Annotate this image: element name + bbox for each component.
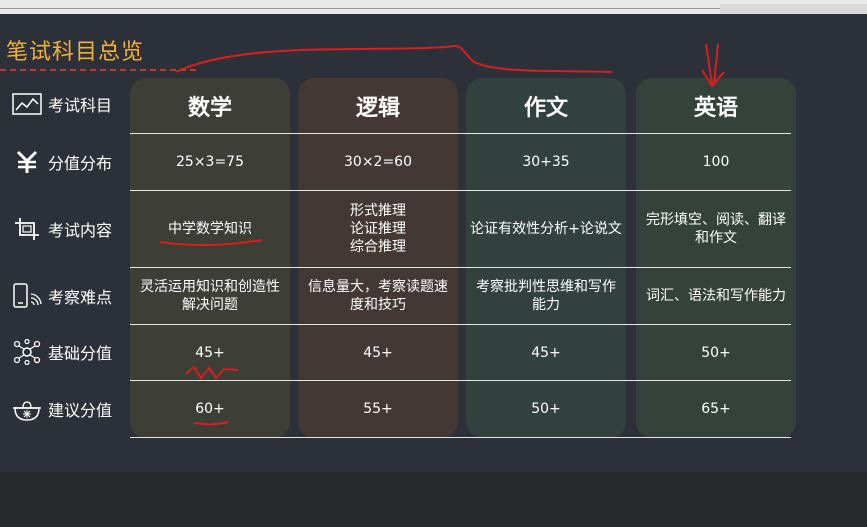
- cell-base-english: 50+: [701, 344, 731, 361]
- top-shadow: [720, 4, 867, 14]
- row-label-difficulty: 考察难点: [12, 282, 112, 310]
- cell-difficulty-math: 灵活运用知识和创造性解决问题: [140, 279, 280, 313]
- row-label-content: 考试内容: [12, 217, 112, 241]
- cell-difficulty-logic: 信息量大，考察读题速度和技巧: [308, 279, 448, 313]
- cell-suggested-english: 65+: [701, 401, 731, 417]
- row-label-score-distribution: 分值分布: [12, 150, 112, 174]
- cell-suggested-math: 60+: [195, 401, 225, 417]
- cell-score-math: 25×3=75: [176, 154, 244, 170]
- column-header-writing: 作文: [523, 96, 568, 121]
- row-label-text: 基础分值: [48, 344, 113, 363]
- cell-content-writing: 论证有效性分析+论说文: [470, 221, 622, 237]
- crop-icon: [15, 218, 39, 240]
- row-divider: [130, 133, 791, 134]
- row-label-text: 考试内容: [48, 221, 113, 240]
- cell-difficulty-writing: 考察批判性思维和写作能力: [476, 279, 616, 313]
- network-icon: [13, 339, 41, 365]
- browser-top-strip: [0, 0, 867, 14]
- chart-frame-icon: [12, 93, 42, 115]
- row-divider: [130, 190, 791, 191]
- row-label-text: 建议分值: [48, 401, 113, 420]
- row-divider: [130, 437, 791, 438]
- row-label-text: 考试科目: [48, 96, 113, 115]
- cell-content-english: 完形填空、阅读、翻译和作文: [646, 212, 786, 246]
- cell-score-writing: 30+35: [522, 154, 570, 170]
- row-label-suggested-score: 建议分值: [12, 396, 112, 422]
- cell-suggested-logic: 55+: [363, 401, 393, 417]
- cell-content-logic: 形式推理 论证推理 综合推理: [350, 203, 406, 255]
- row-label-text: 考察难点: [48, 288, 113, 307]
- cell-base-writing: 45+: [531, 344, 561, 361]
- row-label-base-score: 基础分值: [12, 339, 112, 365]
- cell-difficulty-english: 词汇、语法和写作能力: [646, 288, 786, 304]
- cell-score-english: 100: [702, 154, 730, 170]
- section-title: 笔试科目总览: [6, 40, 145, 65]
- row-label-text: 分值分布: [48, 154, 113, 173]
- row-divider: [130, 267, 791, 268]
- column-header-logic: 逻辑: [355, 96, 400, 121]
- cell-suggested-writing: 50+: [531, 401, 561, 417]
- column-header-math: 数学: [187, 96, 232, 121]
- bottom-band: [0, 472, 867, 527]
- row-divider: [130, 380, 791, 381]
- row-divider: [130, 324, 791, 325]
- column-header-english: 英语: [693, 96, 738, 121]
- row-label-subject: 考试科目: [12, 92, 112, 116]
- cell-score-logic: 30×2=60: [344, 154, 412, 170]
- top-divider: [0, 8, 720, 9]
- cell-base-math: 45+: [195, 344, 225, 361]
- cell-content-math: 中学数学知识: [168, 221, 252, 237]
- column-english-bg: [636, 78, 796, 438]
- pot-icon: [13, 401, 41, 421]
- column-writing-bg: [466, 78, 626, 438]
- cell-base-logic: 45+: [363, 344, 393, 361]
- title-underline: [0, 69, 196, 71]
- yen-icon: [16, 150, 38, 173]
- column-logic-bg: [298, 78, 458, 438]
- phone-signal-icon: [13, 283, 42, 308]
